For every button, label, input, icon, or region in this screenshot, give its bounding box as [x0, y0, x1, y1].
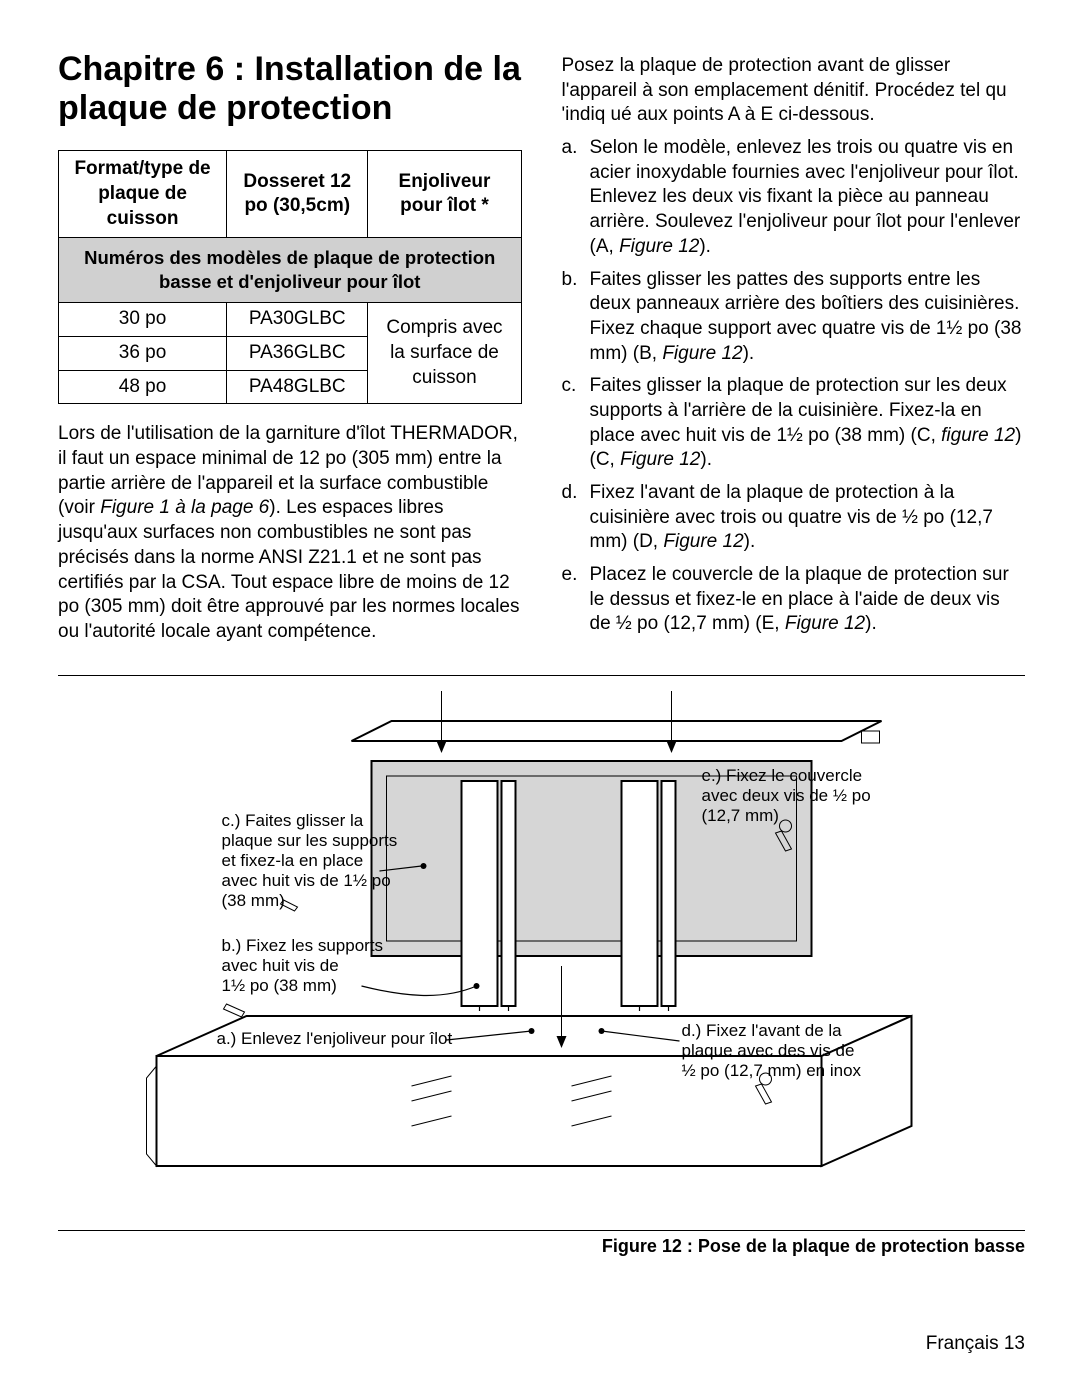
step-text: ). — [744, 531, 756, 552]
svg-text:avec huit vis de: avec huit vis de — [222, 956, 339, 975]
callout-a: a.) Enlevez l'enjoliveur pour îlot — [217, 1029, 453, 1048]
list-item: c. Faites glisser la plaque de protectio… — [562, 374, 1026, 473]
figure-12: c.) Faites glisser la plaque sur les sup… — [58, 686, 1025, 1226]
list-item: a. Selon le modèle, enlevez les trois ou… — [562, 136, 1026, 259]
svg-text:(12,7 mm): (12,7 mm) — [702, 806, 779, 825]
table-head-c2: Dosseret 12 po (30,5cm) — [227, 151, 368, 238]
para-left: Lors de l'utilisation de la garniture d'… — [58, 422, 522, 644]
table-head-c1: Format/type de plaque de cuisson — [59, 151, 227, 238]
steps-list: a. Selon le modèle, enlevez les trois ou… — [562, 136, 1026, 637]
svg-text:d.) Fixez l'avant de la: d.) Fixez l'avant de la — [682, 1021, 843, 1040]
step-label: e. — [562, 563, 590, 637]
cell: PA36GLBC — [227, 337, 368, 371]
fig-ref: Figure 12 — [620, 449, 700, 470]
list-item: d. Fixez l'avant de la plaque de protect… — [562, 481, 1026, 555]
cell: PA48GLBC — [227, 370, 368, 404]
list-item: b. Faites glisser les pattes des support… — [562, 268, 1026, 367]
fig-ref: figure 12 — [941, 425, 1015, 446]
fig-ref: Figure 12 — [785, 613, 865, 634]
cell: PA30GLBC — [227, 303, 368, 337]
divider — [58, 1230, 1025, 1231]
cell: 30 po — [59, 303, 227, 337]
step-text: ). — [700, 449, 712, 470]
fig-ref: Figure 12 — [619, 236, 699, 257]
para-ref: Figure 1 à la page 6 — [100, 497, 269, 518]
step-text: Faites glisser les pattes des supports e… — [590, 269, 1022, 364]
intro-right: Posez la plaque de protection avant de g… — [562, 54, 1026, 128]
table-head-c3: Enjoliveur pour îlot * — [368, 151, 521, 238]
fig-ref: Figure 12 — [663, 531, 743, 552]
svg-text:a.) Enlevez l'enjoliveur pour: a.) Enlevez l'enjoliveur pour îlot — [217, 1029, 453, 1048]
svg-text:(38 mm): (38 mm) — [222, 891, 285, 910]
svg-text:b.) Fixez les supports: b.) Fixez les supports — [222, 936, 384, 955]
table-row: 30 po PA30GLBC Compris avec la surface d… — [59, 303, 522, 337]
svg-text:plaque sur les supports: plaque sur les supports — [222, 831, 398, 850]
diagram-svg: c.) Faites glisser la plaque sur les sup… — [58, 686, 1025, 1226]
svg-text:et fixez-la en place: et fixez-la en place — [222, 851, 364, 870]
cell: 36 po — [59, 337, 227, 371]
svg-text:e.) Fixez le couvercle: e.) Fixez le couvercle — [702, 766, 863, 785]
svg-text:c.) Faites glisser la: c.) Faites glisser la — [222, 811, 364, 830]
list-item: e. Placez le couvercle de la plaque de p… — [562, 563, 1026, 637]
step-label: c. — [562, 374, 590, 473]
step-text: ). — [743, 343, 755, 364]
table-caption: Numéros des modèles de plaque de protect… — [59, 238, 522, 303]
step-text: ). — [865, 613, 877, 634]
divider — [58, 675, 1025, 676]
svg-text:1½ po (38 mm): 1½ po (38 mm) — [222, 976, 337, 995]
svg-text:plaque avec des vis de: plaque avec des vis de — [682, 1041, 855, 1060]
svg-text:avec huit vis de 1½ po: avec huit vis de 1½ po — [222, 871, 391, 890]
fig-ref: Figure 12 — [662, 343, 742, 364]
cell: 48 po — [59, 370, 227, 404]
step-label: d. — [562, 481, 590, 555]
page-title: Chapitre 6 : Installation de la plaque d… — [58, 50, 522, 128]
callout-d: d.) Fixez l'avant de la plaque avec des … — [682, 1021, 862, 1080]
model-table: Numéros des modèles de plaque de protect… — [58, 150, 522, 404]
step-text: ). — [699, 236, 711, 257]
svg-text:avec deux vis de ½ po: avec deux vis de ½ po — [702, 786, 871, 805]
step-label: b. — [562, 268, 590, 367]
cell: Compris avec la surface de cuisson — [368, 303, 521, 404]
figure-caption: Figure 12 : Pose de la plaque de protect… — [58, 1235, 1025, 1258]
para-text: ). Les espaces libres jusqu'aux surfaces… — [58, 497, 520, 641]
step-text: Fixez l'avant de la plaque de protection… — [590, 482, 993, 552]
step-label: a. — [562, 136, 590, 259]
page-footer: Français 13 — [926, 1332, 1025, 1357]
callout-b: b.) Fixez les supports avec huit vis de … — [222, 936, 384, 995]
